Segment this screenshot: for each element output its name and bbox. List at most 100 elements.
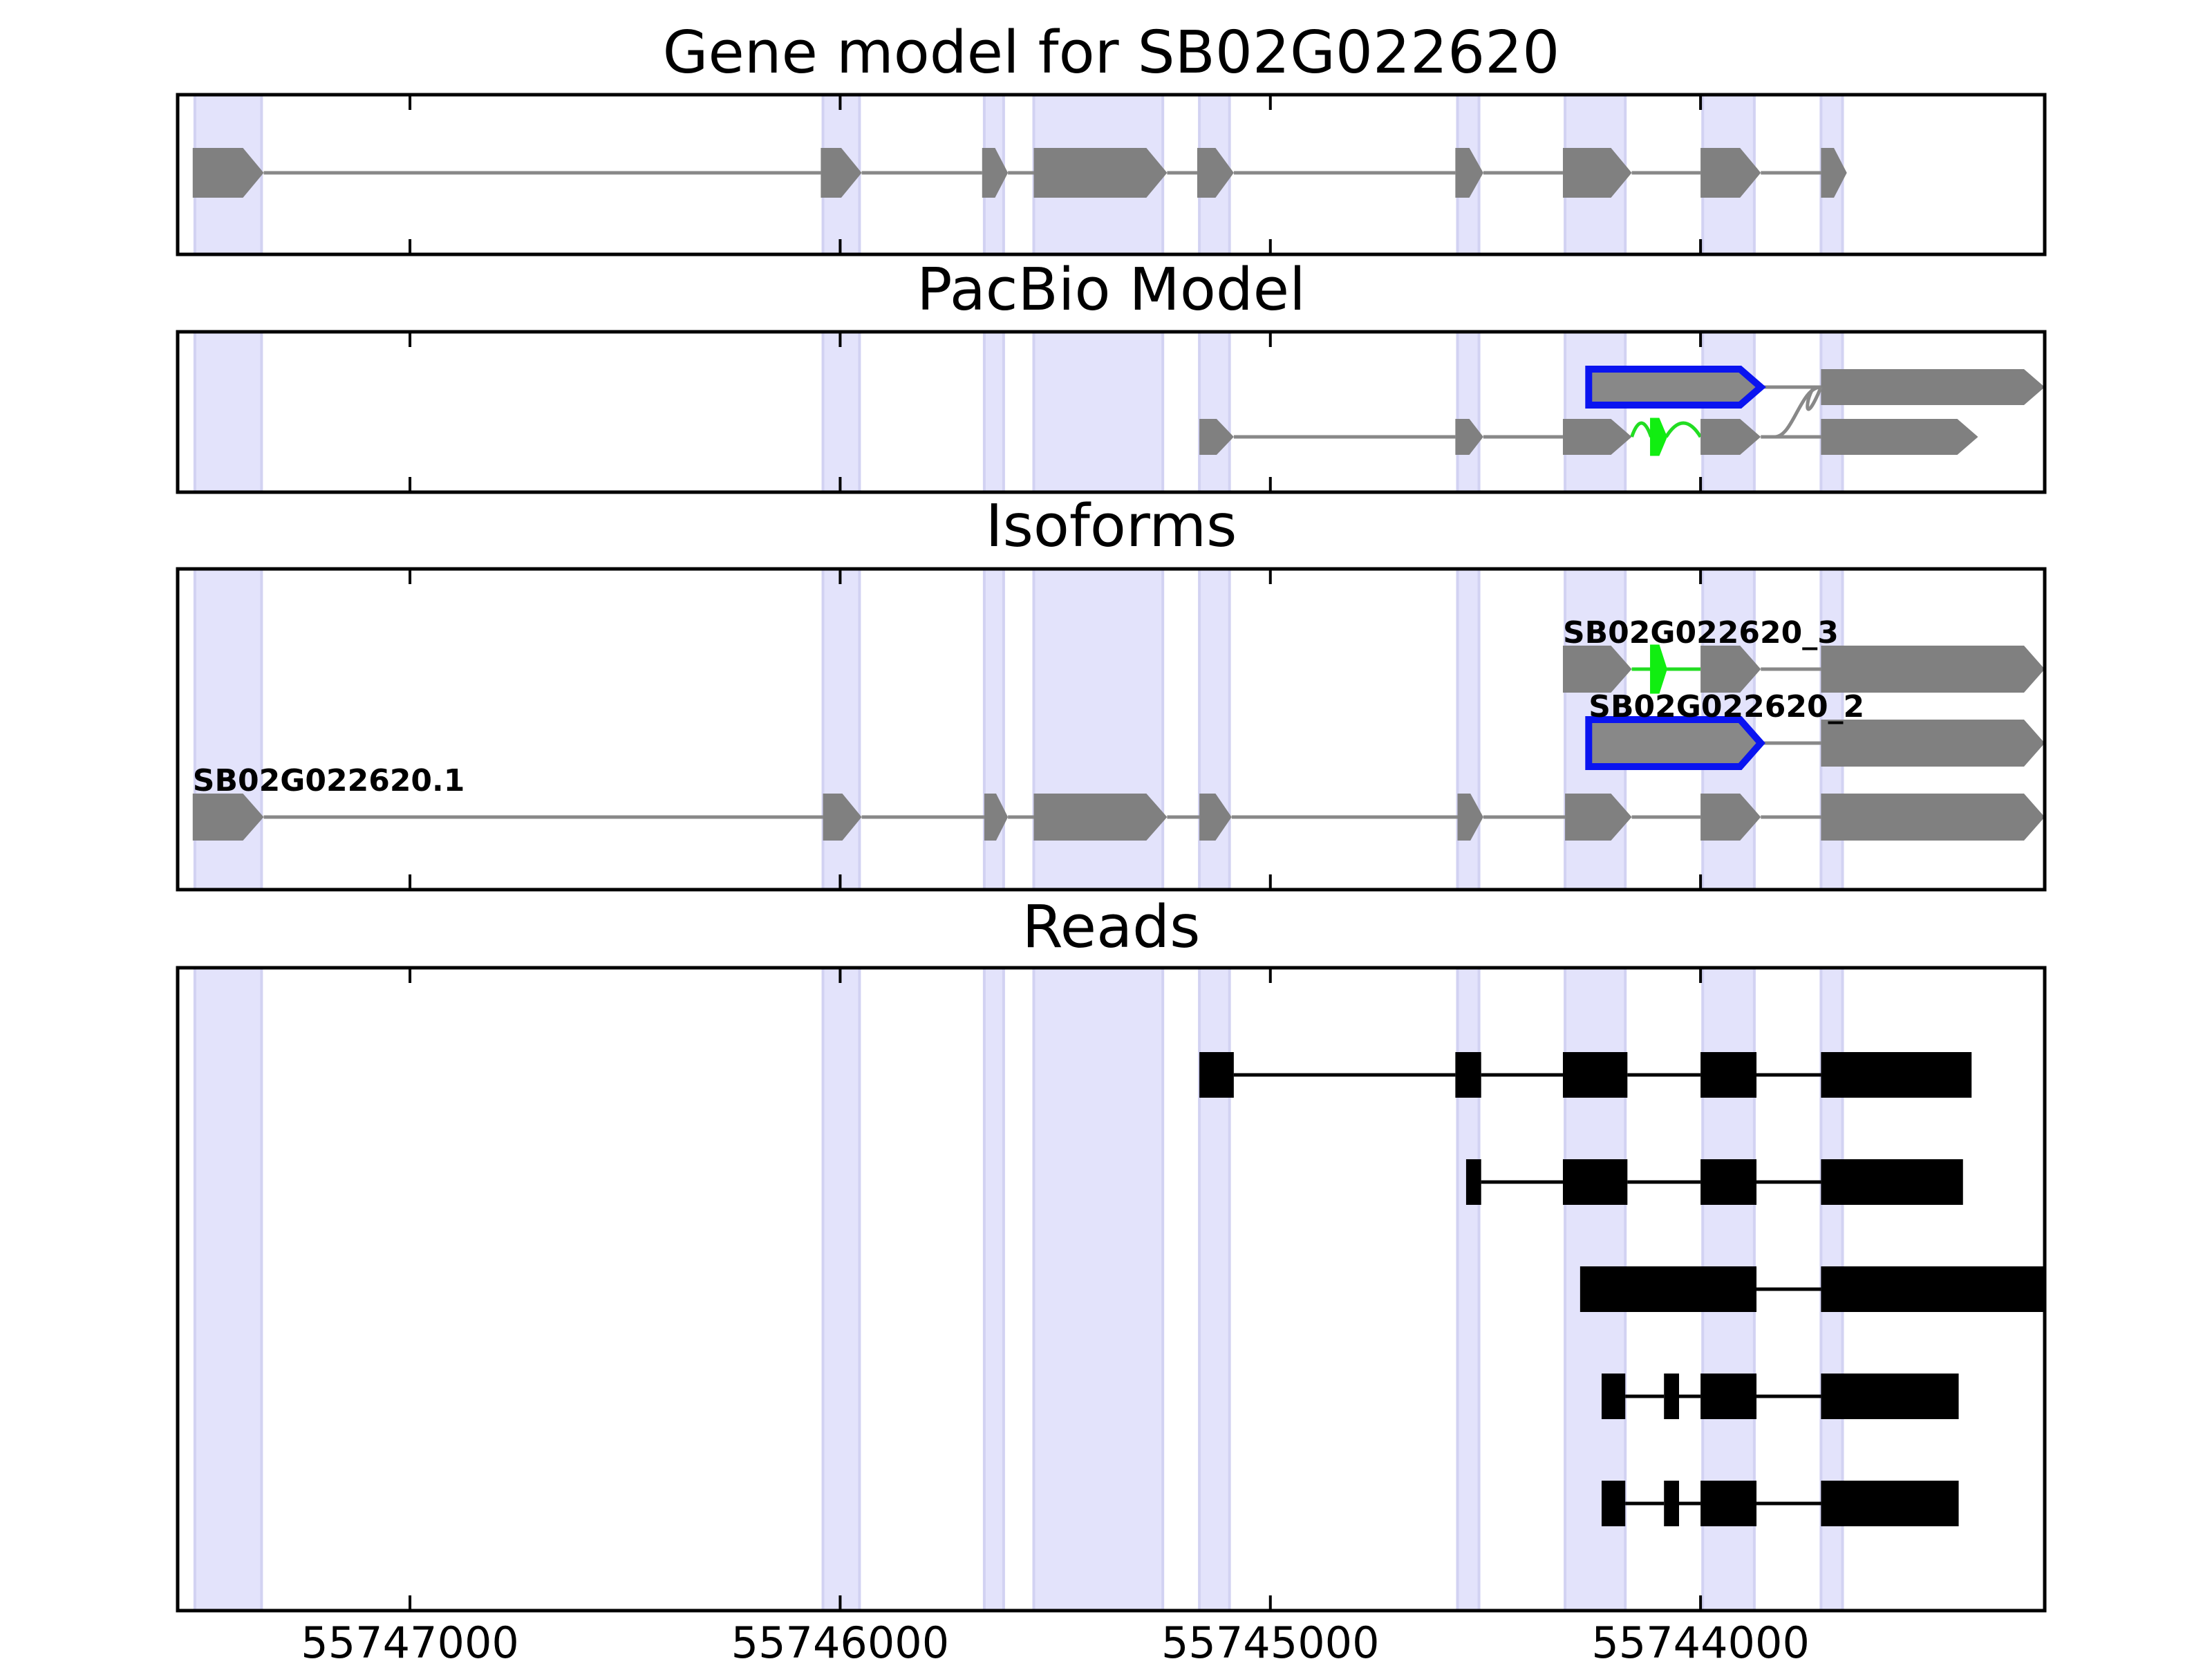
exon — [1700, 419, 1761, 455]
panel-frame — [176, 93, 2047, 256]
isoform-label: SB02G022620_3 — [1563, 615, 1839, 650]
exon — [821, 148, 862, 198]
read-track — [1601, 1374, 1959, 1419]
highlight-region — [1456, 330, 1481, 494]
exon — [1565, 794, 1632, 841]
panel-title: Gene model for SB02G022620 — [663, 19, 1560, 87]
panel-1: PacBio Model — [176, 256, 2047, 494]
exon — [1700, 646, 1761, 693]
exon — [192, 794, 264, 841]
highlight-region — [193, 330, 263, 494]
read-exon — [1700, 1052, 1757, 1098]
read-exon — [1562, 1159, 1628, 1205]
exon — [823, 794, 862, 841]
exon — [1562, 419, 1632, 455]
panels-group: Gene model for SB02G022620 PacBio Model Is… — [176, 19, 2047, 1613]
exon — [1700, 148, 1761, 198]
highlight-region — [1701, 330, 1756, 494]
highlight-region — [193, 568, 263, 891]
highlight-region — [821, 966, 861, 1612]
read-exon — [1465, 1159, 1481, 1205]
exon-highlighted — [1585, 366, 1766, 409]
exon — [1033, 794, 1168, 841]
highlight-region — [982, 568, 1005, 891]
isoform-label: SB02G022620.1 — [193, 763, 465, 798]
panel-frame — [176, 330, 2047, 494]
read-exon — [1455, 1052, 1481, 1098]
read-exon — [1821, 1481, 1959, 1526]
highlight-region — [1819, 330, 1844, 494]
exon — [1197, 148, 1234, 198]
tick-label: 55745000 — [1161, 1618, 1380, 1659]
read-exon — [1664, 1374, 1680, 1419]
transcript-track: SB02G022620_2 — [1585, 689, 2045, 770]
highlight-region — [1198, 568, 1231, 891]
read-exon — [1821, 1052, 1972, 1098]
exon-highlighted — [1585, 716, 1765, 770]
highlight-region — [1032, 330, 1165, 494]
highlight-region — [1032, 966, 1165, 1612]
splice-connector — [1774, 385, 1821, 439]
exon-novel — [1650, 644, 1667, 694]
highlight-region — [1564, 330, 1627, 494]
read-exon — [1664, 1481, 1680, 1526]
read-track — [1465, 1159, 1963, 1205]
read-exon — [1199, 1052, 1234, 1098]
highlight-region — [982, 330, 1005, 494]
exon — [1821, 369, 2045, 405]
exon — [192, 148, 264, 198]
panel-title: PacBio Model — [917, 256, 1305, 324]
transcript-track — [1199, 418, 1978, 456]
exon — [1821, 646, 2045, 693]
read-exon — [1821, 1159, 1963, 1205]
highlight-region — [982, 966, 1005, 1612]
exon — [1562, 148, 1632, 198]
read-track — [1580, 1266, 2045, 1312]
panel-frame — [176, 567, 2047, 892]
highlight-region — [821, 568, 861, 891]
exon — [1821, 794, 2045, 841]
read-exon — [1700, 1159, 1757, 1205]
transcript-track: SB02G022620_3 — [1562, 615, 2045, 694]
exon — [982, 148, 1009, 198]
exon — [1700, 794, 1761, 841]
transcript-track — [1585, 366, 2045, 409]
tick-label: 55746000 — [731, 1618, 950, 1659]
isoform-label: SB02G022620_2 — [1588, 689, 1864, 724]
panel-title: Reads — [1022, 893, 1201, 962]
highlight-region — [1032, 568, 1165, 891]
transcript-track — [192, 148, 1847, 198]
read-exon — [1700, 1374, 1757, 1419]
panel-frame — [176, 966, 2047, 1613]
intron-line — [1665, 421, 1703, 438]
exon-novel — [1650, 418, 1667, 456]
panel-3: Reads — [176, 893, 2047, 1613]
highlight-region — [193, 966, 263, 1612]
read-exon — [1700, 1481, 1757, 1526]
tick-label: 55744000 — [1591, 1618, 1810, 1659]
exon — [1455, 419, 1483, 455]
highlight-region — [1198, 330, 1231, 494]
panel-0: Gene model for SB02G022620 — [176, 19, 2047, 256]
exon — [1562, 646, 1632, 693]
exon — [1199, 794, 1232, 841]
highlight-region — [821, 330, 861, 494]
read-exon — [1601, 1481, 1626, 1526]
exon — [1821, 419, 1978, 455]
read-exon — [1580, 1266, 1757, 1312]
exon — [1033, 148, 1168, 198]
exon — [1199, 419, 1234, 455]
read-track — [1601, 1481, 1959, 1526]
exon — [1821, 720, 2045, 767]
x-axis: 55747000 55746000 55745000 55744000 — [301, 1618, 1810, 1659]
highlight-region — [1456, 568, 1481, 891]
read-track — [1199, 1052, 1972, 1098]
panel-title: Isoforms — [986, 492, 1237, 561]
exon — [1455, 148, 1483, 198]
panel-2: Isoforms SB02G022620_3 SB02G022620_2 SB02G0… — [176, 492, 2047, 892]
read-exon — [1601, 1374, 1626, 1419]
exon — [1457, 794, 1483, 841]
tick-label: 55747000 — [301, 1618, 519, 1659]
exon — [984, 794, 1009, 841]
